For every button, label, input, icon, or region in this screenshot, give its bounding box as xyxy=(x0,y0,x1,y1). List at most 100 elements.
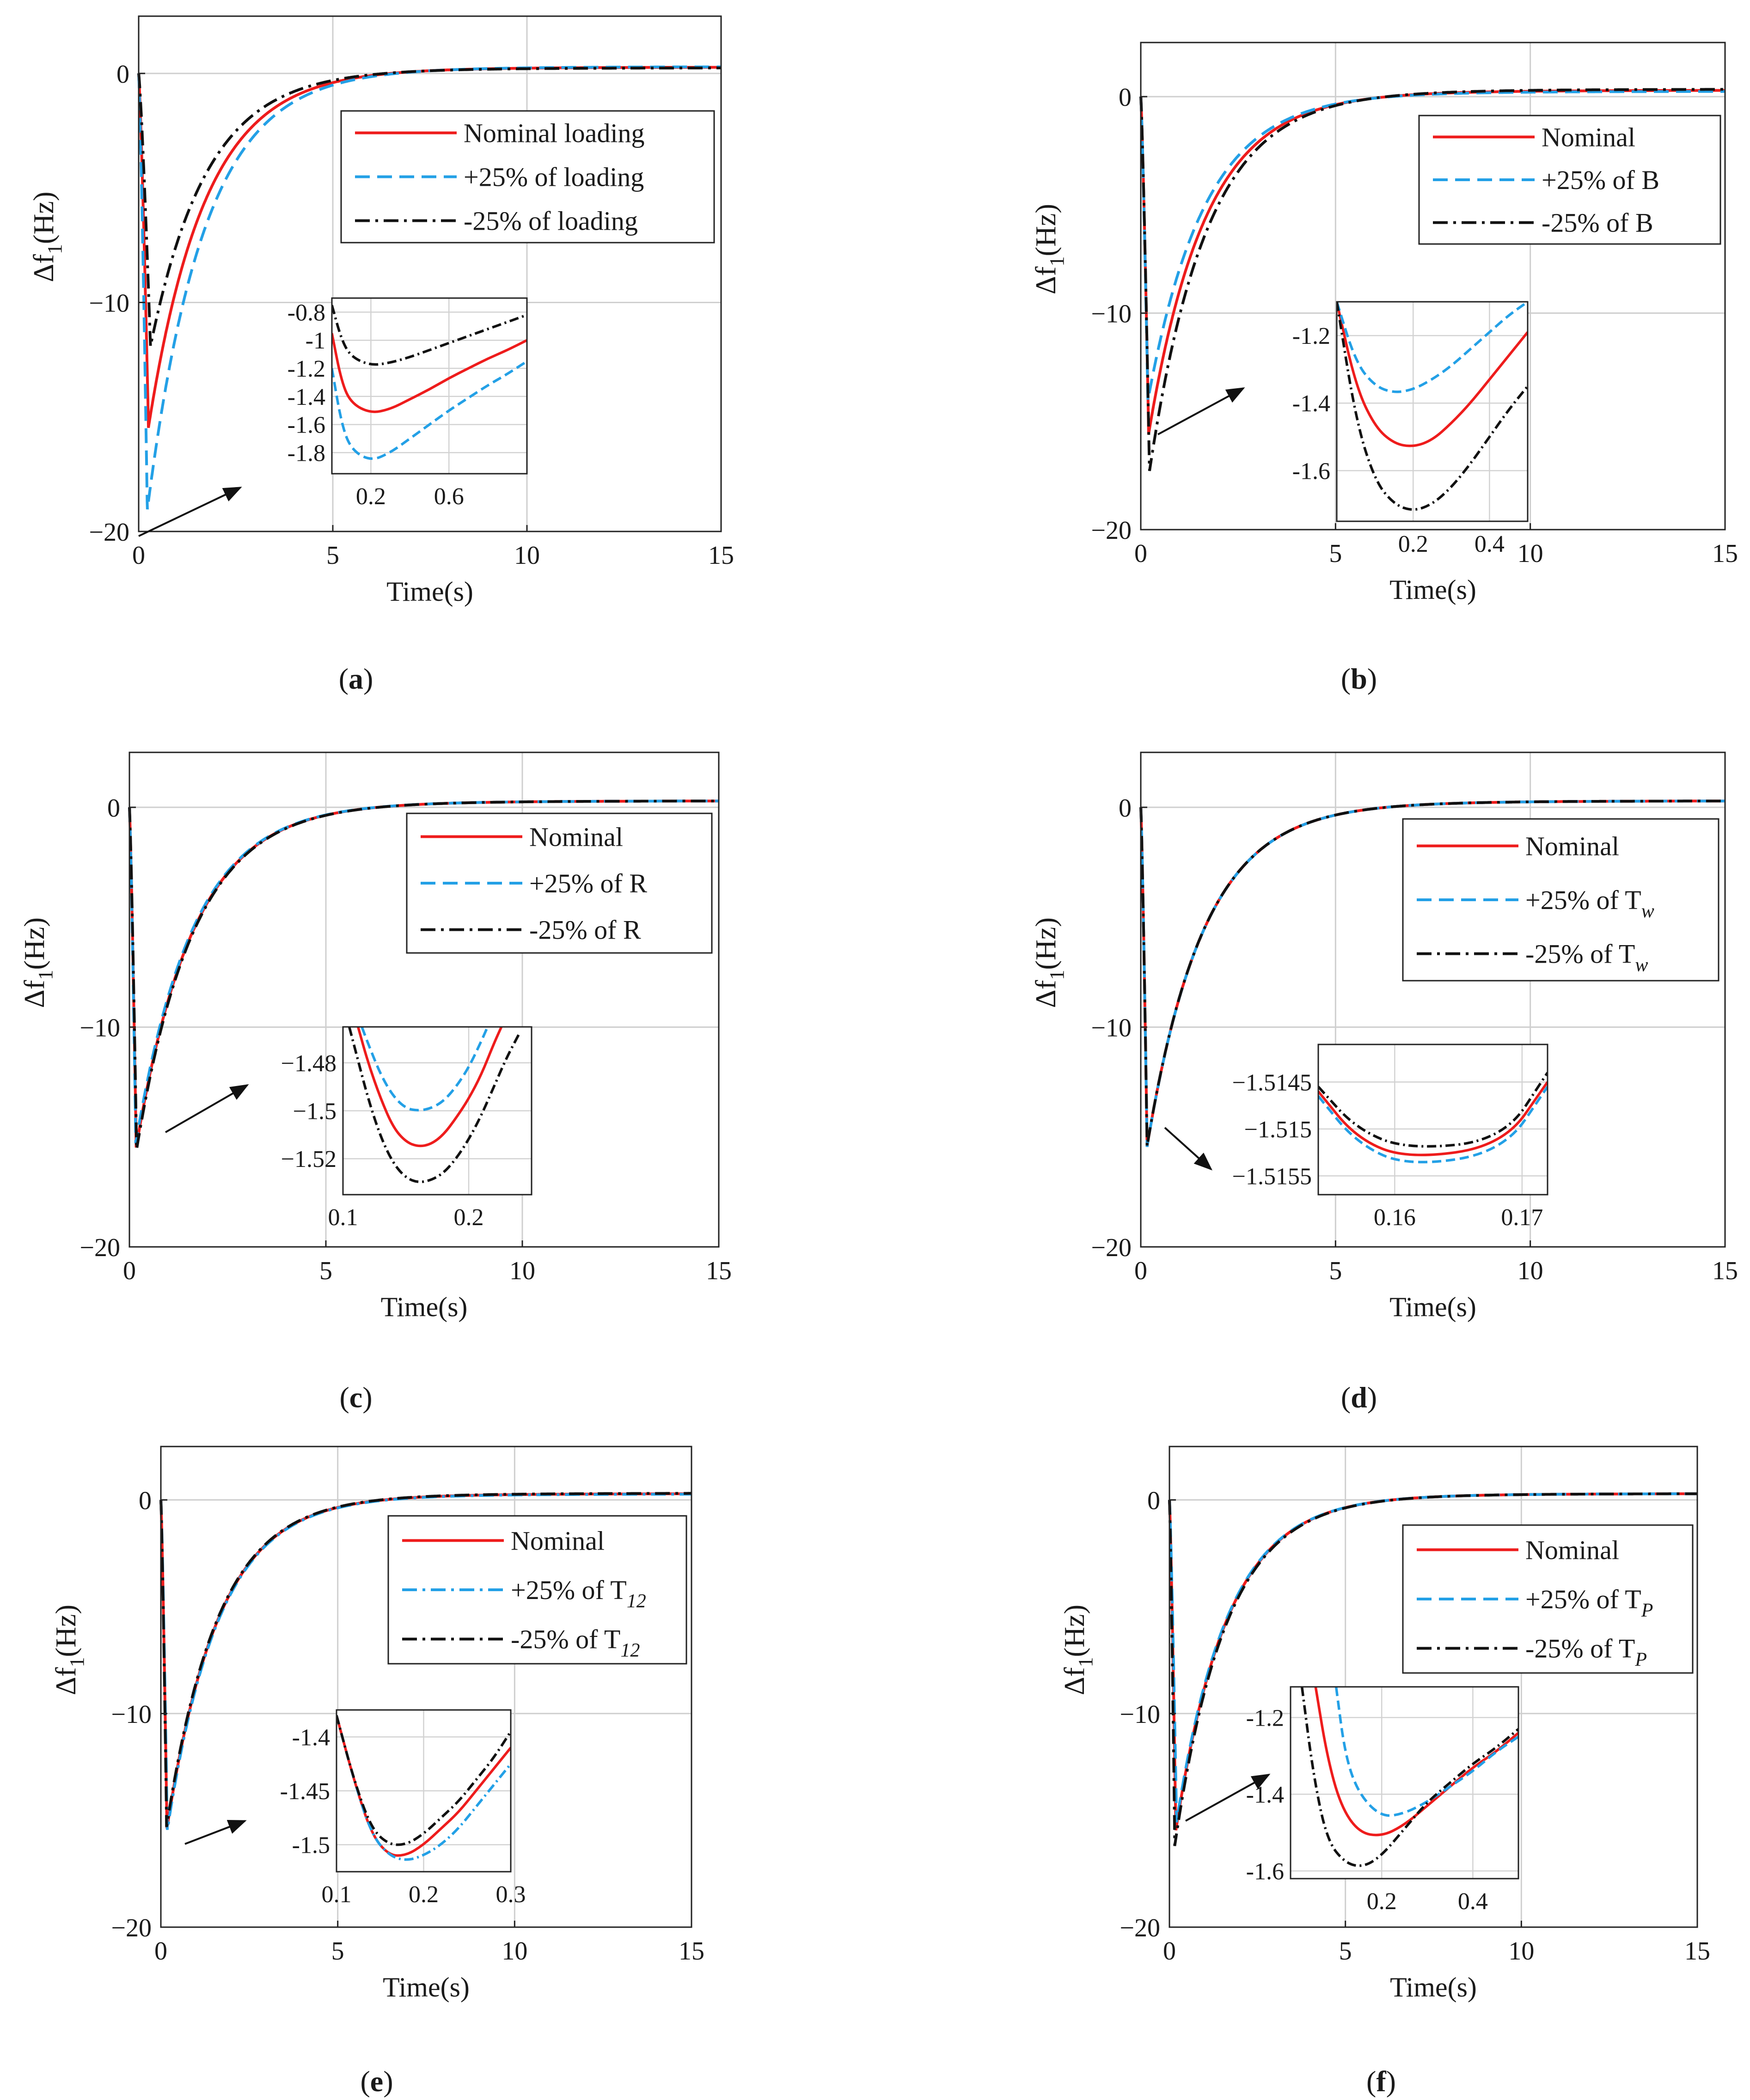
y-tick-label: 0 xyxy=(1119,794,1132,823)
x-tick-label: 15 xyxy=(1712,1257,1738,1285)
x-tick-label: 0 xyxy=(1134,539,1147,568)
x-tick-label: 5 xyxy=(1329,1257,1342,1285)
panel-caption: (a) xyxy=(339,662,373,695)
inset-y-tick-label: -1.2 xyxy=(288,356,325,382)
inset-y-tick-label: -1.4 xyxy=(1246,1782,1284,1808)
zoom-arrow xyxy=(138,487,242,537)
inset-x-tick-label: 0.16 xyxy=(1374,1204,1416,1231)
y-tick-label: −20 xyxy=(1091,516,1132,545)
legend-label-2: +25% of Tw xyxy=(1525,885,1654,922)
inset-plot: 0.2 0.4 -1.2 -1.4 -1.6 xyxy=(1292,301,1529,557)
series-line-2 xyxy=(159,1493,691,1830)
y-tick-label: −20 xyxy=(1120,1914,1160,1942)
inset-x-tick-label: 0.6 xyxy=(434,483,464,510)
y-tick-label: 0 xyxy=(1119,83,1132,112)
inset-x-tick-label: 0.2 xyxy=(454,1204,484,1231)
inset-y-tick-label: -1.8 xyxy=(288,440,325,466)
legend-label-2: +25% of TP xyxy=(1525,1584,1653,1621)
inset-curve-1 xyxy=(1318,1081,1548,1156)
inset-curve-2 xyxy=(332,360,527,460)
x-tick-label: 5 xyxy=(1339,1937,1352,1966)
x-tick-label: 15 xyxy=(708,541,734,570)
inset-y-tick-label: −1.515 xyxy=(1244,1117,1312,1143)
inset-frame xyxy=(1336,301,1529,522)
inset-y-tick-label: -1.6 xyxy=(1246,1858,1284,1885)
inset-y-tick-label: −1.48 xyxy=(281,1050,337,1077)
x-tick-label: 5 xyxy=(326,541,339,570)
panel-caption: (e) xyxy=(360,2065,393,2098)
y-axis-label: Δf1(Hz) xyxy=(50,1605,88,1695)
legend-label-1: Nominal xyxy=(1525,831,1619,861)
legend-label-2: +25% of loading xyxy=(464,162,644,192)
inset-plot: 0.1 0.2 0.3 -1.4 -1.45 -1.5 xyxy=(280,1709,526,1908)
series-line-3 xyxy=(1168,1492,1697,1846)
legend-label-3: -25% of loading xyxy=(464,206,638,236)
legend-label-2: +25% of R xyxy=(529,868,647,898)
inset-curve-1 xyxy=(356,1027,503,1148)
x-tick-label: 5 xyxy=(331,1937,344,1966)
legend-label-1: Nominal xyxy=(529,822,623,852)
inset-curve-3 xyxy=(348,1027,520,1184)
inset-x-tick-label: 0.2 xyxy=(409,1881,439,1908)
panel-a: 0 5 10 15 0 −10 −20 Time(s) Δf1(Hz) Nominal loadi… xyxy=(28,15,734,695)
inset-curve-2 xyxy=(1334,1687,1518,1817)
inset-x-tick-label: 0.4 xyxy=(1475,531,1505,557)
inset-plot: 0.2 0.4 -1.2 -1.4 -1.6 xyxy=(1246,1686,1519,1915)
inset-frame xyxy=(336,1709,512,1873)
y-axis-label: Δf1(Hz) xyxy=(1030,204,1068,294)
y-axis-label: Δf1(Hz) xyxy=(19,917,57,1008)
x-tick-label: 15 xyxy=(1712,539,1738,568)
y-tick-label: −20 xyxy=(80,1233,120,1262)
y-tick-label: −10 xyxy=(111,1700,152,1729)
inset-y-tick-label: −1.5145 xyxy=(1232,1069,1312,1096)
x-tick-label: 10 xyxy=(1508,1937,1534,1966)
series-line-3 xyxy=(1139,800,1725,1147)
legend-label-2: +25% of B xyxy=(1542,165,1659,195)
plot-frame xyxy=(1140,751,1726,1248)
zoom-arrow xyxy=(184,1819,247,1845)
legend-label-1: Nominal loading xyxy=(464,118,644,148)
inset-y-tick-label: -1 xyxy=(306,328,325,354)
inset-x-tick-label: 0.4 xyxy=(1458,1888,1488,1915)
x-tick-label: 5 xyxy=(319,1257,332,1285)
inset-frame xyxy=(331,297,528,475)
x-tick-label: 15 xyxy=(1684,1937,1710,1966)
panel-d: 0 5 10 15 0 −10 −20 Time(s) Δf1(Hz) Nominal +25% o… xyxy=(1030,751,1738,1414)
inset-x-tick-label: 0.17 xyxy=(1501,1204,1543,1231)
legend-label-3: -25% of B xyxy=(1542,208,1653,238)
series-line-3 xyxy=(1139,88,1725,471)
inset-background xyxy=(1337,302,1528,521)
inset-x-tick-label: 0.1 xyxy=(322,1881,352,1908)
inset-y-tick-label: -1.4 xyxy=(1292,391,1330,417)
plot-frame xyxy=(1140,42,1726,531)
legend-label-3: -25% of T12 xyxy=(511,1624,640,1661)
x-tick-label: 10 xyxy=(1517,539,1543,568)
x-tick-label: 10 xyxy=(514,541,540,570)
series-line-3 xyxy=(128,800,719,1150)
inset-y-tick-label: −1.5 xyxy=(293,1099,337,1125)
x-tick-label: 15 xyxy=(679,1937,704,1966)
panel-f: 0 5 10 15 0 −10 −20 Time(s) Δf1(Hz) Nominal +25% o… xyxy=(1059,1446,1710,2098)
inset-curve-1 xyxy=(1337,302,1528,447)
x-axis-label: Time(s) xyxy=(1389,574,1476,605)
series-line-2 xyxy=(1139,90,1725,401)
zoom-arrow xyxy=(165,1084,249,1133)
inset-background xyxy=(1291,1687,1518,1879)
inset-plot: 0.16 0.17 −1.5145 −1.515 −1.5155 xyxy=(1232,1044,1548,1231)
y-tick-label: 0 xyxy=(139,1487,152,1515)
legend-label-3: -25% of TP xyxy=(1525,1634,1647,1671)
inset-plot: 0.2 0.6 -0.8-1-1.2-1.4-1.6-1.8 xyxy=(288,297,528,510)
y-tick-label: −20 xyxy=(1091,1233,1132,1262)
x-axis-label: Time(s) xyxy=(386,576,473,607)
inset-curve-3 xyxy=(1300,1687,1518,1867)
x-tick-label: 10 xyxy=(509,1257,535,1285)
y-tick-label: −10 xyxy=(1091,300,1132,329)
panel-caption: (b) xyxy=(1341,662,1377,695)
plot-frame xyxy=(128,751,720,1248)
inset-y-tick-label: -1.2 xyxy=(1246,1705,1284,1731)
panel-caption: (c) xyxy=(339,1381,372,1414)
inset-y-tick-label: -0.8 xyxy=(288,299,325,326)
zoom-arrow xyxy=(1157,387,1245,435)
legend-label-1: Nominal xyxy=(1525,1535,1619,1565)
